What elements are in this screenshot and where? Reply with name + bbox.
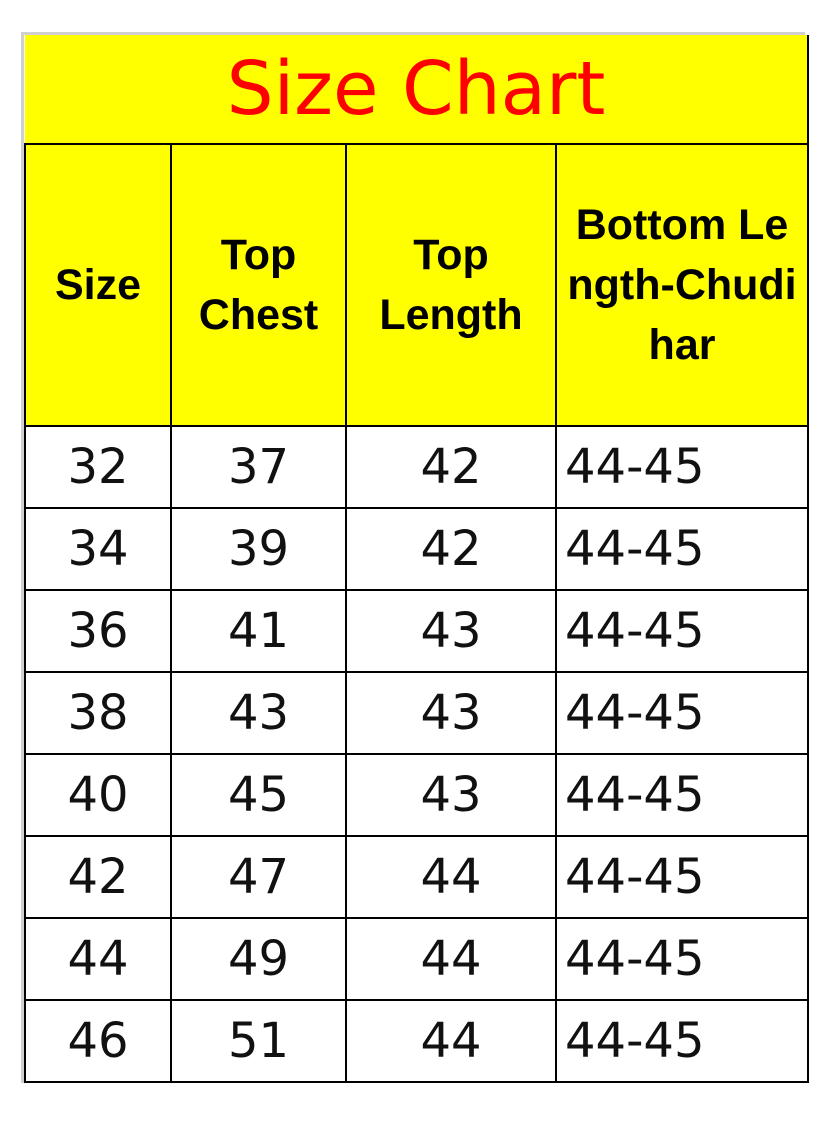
chart-title: Size Chart bbox=[25, 35, 810, 145]
cell-size: 40 bbox=[24, 753, 172, 837]
cell-bottom-length: 44-45 bbox=[554, 425, 810, 509]
table-row: 38 43 43 44-45 bbox=[24, 671, 810, 755]
cell-size: 32 bbox=[24, 425, 172, 509]
cell-top-chest: 47 bbox=[170, 835, 347, 919]
cell-top-chest: 51 bbox=[170, 999, 347, 1083]
cell-top-length: 43 bbox=[345, 753, 557, 837]
table-row: 40 45 43 44-45 bbox=[24, 753, 810, 837]
cell-top-length: 43 bbox=[345, 589, 557, 673]
cell-bottom-length: 44-45 bbox=[554, 835, 810, 919]
cell-size: 36 bbox=[24, 589, 172, 673]
cell-top-chest: 37 bbox=[170, 425, 347, 509]
table-row: 34 39 42 44-45 bbox=[24, 507, 810, 591]
cell-bottom-length: 44-45 bbox=[554, 671, 810, 755]
table-row: 42 47 44 44-45 bbox=[24, 835, 810, 919]
cell-bottom-length: 44-45 bbox=[554, 753, 810, 837]
cell-size: 34 bbox=[24, 507, 172, 591]
table-row: 46 51 44 44-45 bbox=[24, 999, 810, 1083]
cell-bottom-length: 44-45 bbox=[554, 917, 810, 1001]
cell-bottom-length: 44-45 bbox=[554, 507, 810, 591]
column-header-size: Size bbox=[24, 143, 172, 427]
header-row: Size Top Chest Top Length Bottom Length-… bbox=[24, 143, 810, 427]
cell-top-length: 42 bbox=[345, 425, 557, 509]
cell-top-length: 44 bbox=[345, 917, 557, 1001]
cell-bottom-length: 44-45 bbox=[554, 589, 810, 673]
cell-top-length: 42 bbox=[345, 507, 557, 591]
cell-top-chest: 45 bbox=[170, 753, 347, 837]
column-header-bottom-length: Bottom Length-Chudihar bbox=[554, 143, 810, 427]
cell-bottom-length: 44-45 bbox=[554, 999, 810, 1083]
column-header-top-chest: Top Chest bbox=[170, 143, 347, 427]
cell-top-length: 43 bbox=[345, 671, 557, 755]
table-row: 36 41 43 44-45 bbox=[24, 589, 810, 673]
cell-top-chest: 41 bbox=[170, 589, 347, 673]
size-chart: Size Chart Size Top Chest Top Length Bot… bbox=[21, 32, 810, 1083]
cell-top-length: 44 bbox=[345, 835, 557, 919]
cell-size: 44 bbox=[24, 917, 172, 1001]
size-chart-table: Size Chart Size Top Chest Top Length Bot… bbox=[24, 35, 810, 1083]
table-row: 44 49 44 44-45 bbox=[24, 917, 810, 1001]
cell-top-chest: 43 bbox=[170, 671, 347, 755]
cell-size: 38 bbox=[24, 671, 172, 755]
cell-top-chest: 39 bbox=[170, 507, 347, 591]
cell-top-chest: 49 bbox=[170, 917, 347, 1001]
column-header-top-length: Top Length bbox=[345, 143, 557, 427]
cell-top-length: 44 bbox=[345, 999, 557, 1083]
cell-size: 42 bbox=[24, 835, 172, 919]
cell-size: 46 bbox=[24, 999, 172, 1083]
table-row: 32 37 42 44-45 bbox=[24, 425, 810, 509]
